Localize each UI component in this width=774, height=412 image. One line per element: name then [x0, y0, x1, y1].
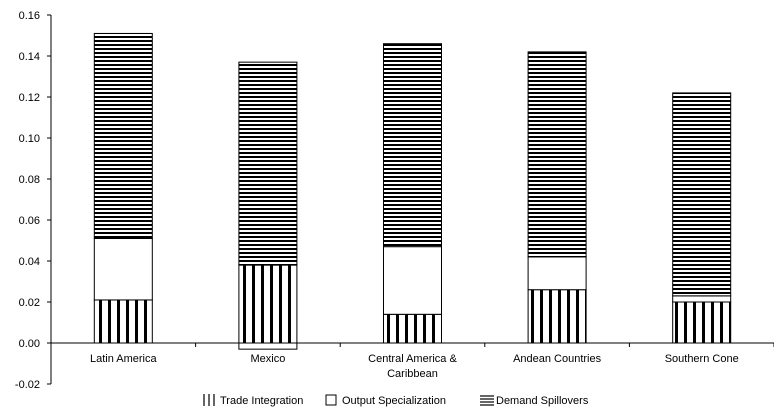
legend-label: Trade Integration — [220, 395, 303, 407]
x-category-label: Mexico — [250, 353, 285, 365]
bar-segment — [93, 237, 153, 301]
x-category-label: Andean Countries — [513, 353, 602, 365]
x-category-label: Latin America — [90, 353, 158, 365]
bar-segment — [527, 51, 587, 258]
y-tick-label: 0.08 — [19, 174, 40, 186]
y-tick-label: -0.02 — [15, 379, 40, 391]
y-tick-label: 0.04 — [19, 256, 40, 268]
y-tick-label: 0.06 — [19, 215, 40, 227]
bar-segment — [527, 289, 587, 344]
x-category-label: Caribbean — [387, 368, 438, 380]
y-tick-label: 0.02 — [19, 297, 40, 309]
legend: Trade Integration Output Specialization De… — [203, 394, 589, 407]
legend-label: Output Specialization — [342, 395, 446, 407]
bar-segment — [672, 92, 732, 297]
legend-label: Demand Spillovers — [496, 395, 589, 407]
y-tick-label: 0.10 — [19, 133, 40, 145]
x-category-label: Central America & — [368, 353, 457, 365]
bar-segment — [93, 32, 153, 239]
bar-segment — [238, 61, 298, 266]
bar-segment — [527, 256, 587, 291]
x-category-label: Southern Cone — [665, 353, 739, 365]
bar-segment — [383, 246, 442, 315]
y-tick-label: 0.12 — [19, 92, 40, 104]
bar-segment — [672, 301, 732, 344]
y-ticks: 0.16 0.14 0.12 0.10 0.08 0.06 0.04 0.02 0.00 -0.0… — [15, 10, 51, 391]
legend-swatch — [325, 394, 337, 406]
axes — [50, 15, 774, 384]
y-tick-label: 0.14 — [19, 51, 40, 63]
bar-segment — [383, 313, 442, 344]
bar-segment — [672, 295, 732, 303]
bar-segment — [93, 299, 153, 344]
y-tick-label: 0.16 — [19, 10, 40, 22]
bar-segment — [238, 264, 298, 344]
y-tick-label: 0.00 — [19, 338, 40, 350]
x-category-labels: Latin America Mexico Central America & Cari… — [90, 353, 739, 380]
bars-layer — [93, 32, 732, 350]
bar-segment — [383, 43, 442, 248]
bar-segment — [238, 342, 298, 350]
